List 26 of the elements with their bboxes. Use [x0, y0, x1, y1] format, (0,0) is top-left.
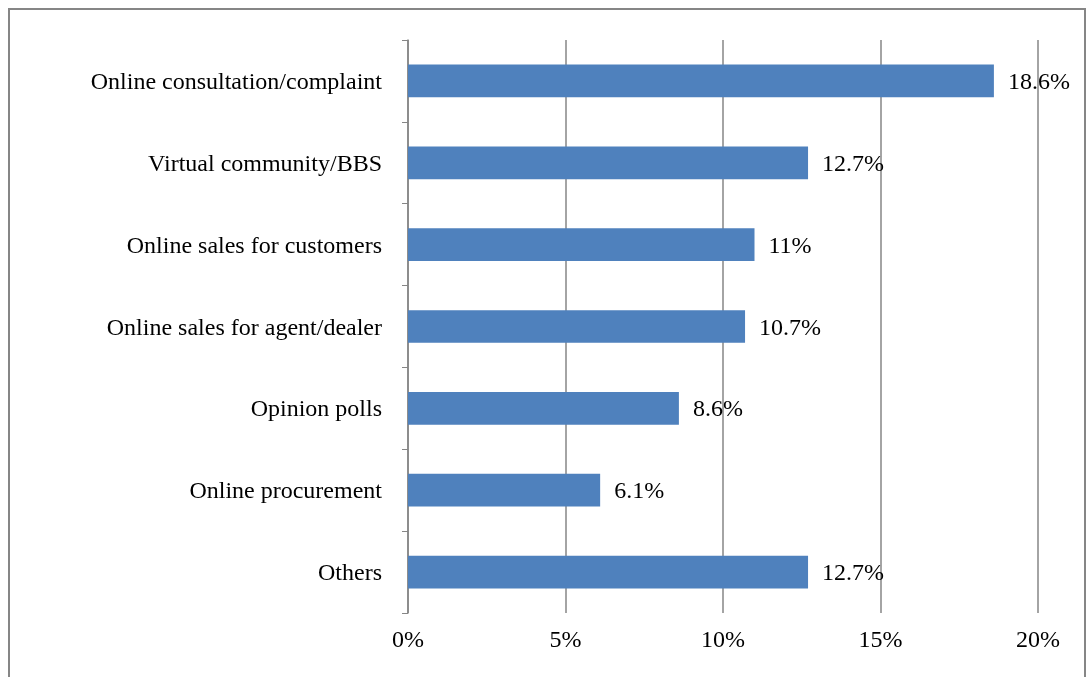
y-tick-label: Opinion polls — [250, 395, 382, 422]
data-label: 18.6% — [1007, 67, 1070, 94]
data-label: 6.1% — [614, 477, 665, 504]
bar — [408, 310, 746, 343]
data-label: 12.7% — [822, 559, 885, 586]
data-label: 8.6% — [692, 395, 743, 422]
bar — [408, 555, 809, 589]
bar — [408, 391, 679, 425]
data-label: 10.7% — [759, 313, 822, 340]
bar — [408, 146, 809, 180]
x-tick-label: 15% — [858, 626, 903, 652]
x-tick-label: 10% — [701, 626, 745, 652]
y-tick-label: Online sales for agent/dealer — [106, 313, 382, 340]
y-tick-label: Online sales for customers — [126, 231, 382, 258]
y-tick-label: Others — [318, 559, 382, 586]
x-tick-label: 5% — [549, 626, 582, 652]
y-tick-label: Online procurement — [189, 477, 383, 504]
bar — [408, 228, 755, 262]
x-tick-label: 20% — [1016, 626, 1060, 652]
bar — [408, 64, 994, 98]
x-tick-label: 0% — [392, 626, 424, 652]
y-tick-label: Virtual community/BBS — [148, 149, 382, 176]
data-label: 11% — [768, 231, 812, 258]
y-tick-label: Online consultation/complaint — [90, 67, 383, 94]
bar — [408, 473, 601, 507]
data-label: 12.7% — [822, 149, 885, 176]
